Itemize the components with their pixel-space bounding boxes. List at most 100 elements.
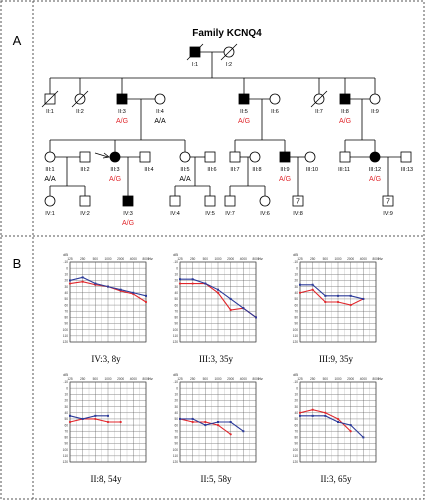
pedigree-male-affected xyxy=(116,93,128,105)
y-tick-label: 0 xyxy=(176,266,178,270)
data-point xyxy=(191,278,194,281)
series-line xyxy=(69,415,108,420)
x-tick-label: 2000 xyxy=(347,377,354,381)
individual-id: III:5 xyxy=(180,167,189,173)
data-point xyxy=(349,430,352,433)
x-tick-label: 8000 xyxy=(142,377,149,381)
individual-id: III:1 xyxy=(45,167,54,173)
data-point xyxy=(299,283,301,286)
data-point xyxy=(178,282,182,285)
proband-arrow xyxy=(94,152,109,158)
panel-a-label: A xyxy=(13,33,22,48)
x-tick-label: 8000 xyxy=(372,257,379,261)
data-point xyxy=(107,414,109,417)
y-tick-label: 40 xyxy=(174,291,178,295)
y-tick-label: 90 xyxy=(64,322,68,326)
x-tick-label: 125 xyxy=(67,377,73,381)
y-tick-label: 100 xyxy=(293,448,299,452)
y-tick-label: 30 xyxy=(64,405,68,409)
data-point xyxy=(106,420,110,424)
pedigree-male xyxy=(204,151,216,163)
y-tick-label: 80 xyxy=(64,436,68,440)
x-tick-label: 500 xyxy=(93,377,99,381)
data-point xyxy=(336,300,340,304)
pedigree-male-affected xyxy=(339,93,351,105)
individual-id: IV:7 xyxy=(225,211,235,217)
y-tick-label: 20 xyxy=(294,279,298,283)
pedigree-male xyxy=(204,195,216,207)
individual-id: III:8 xyxy=(252,167,261,173)
y-tick-label: 80 xyxy=(294,316,298,320)
y-unit-label: dB xyxy=(63,252,68,257)
data-point xyxy=(94,282,97,285)
data-point xyxy=(255,316,257,319)
data-point xyxy=(229,308,232,312)
y-tick-label: 50 xyxy=(174,417,178,421)
genotype: A/G xyxy=(279,176,291,183)
y-tick-label: 60 xyxy=(174,423,178,427)
x-tick-label: 8000 xyxy=(252,377,259,381)
y-tick-label: 40 xyxy=(294,411,298,415)
x-unit-label: Hz xyxy=(148,256,153,261)
audiogram-caption: IV:3, 8y xyxy=(91,354,121,364)
individual-id: III:9 xyxy=(280,167,289,173)
series-line xyxy=(300,284,364,300)
y-tick-label: 110 xyxy=(293,334,298,338)
audiogram-caption: II:5, 58y xyxy=(201,474,232,484)
data-point xyxy=(336,417,340,421)
pedigree-male xyxy=(224,195,236,207)
pedigree-male xyxy=(229,151,241,163)
individual-id: III:10 xyxy=(306,167,318,173)
data-point xyxy=(298,411,302,414)
x-tick-label: 250 xyxy=(80,377,86,381)
x-tick-label: 1000 xyxy=(334,257,341,261)
y-tick-label: 100 xyxy=(293,328,299,332)
deceased-mark xyxy=(220,43,238,61)
y-tick-label: 120 xyxy=(173,340,179,344)
pedigree-female xyxy=(154,93,166,105)
individual-id: IV:2 xyxy=(80,211,90,217)
pedigree-female xyxy=(179,151,191,163)
y-tick-label: 70 xyxy=(294,429,298,433)
x-unit-label: Hz xyxy=(258,256,263,261)
y-unit-label: dB xyxy=(293,252,298,257)
pedigree-male xyxy=(169,195,181,207)
y-tick-label: 20 xyxy=(64,399,68,403)
pedigree-female-affected-proband xyxy=(109,151,121,163)
x-tick-label: 250 xyxy=(310,257,316,261)
data-point xyxy=(311,283,314,286)
y-tick-label: 20 xyxy=(174,399,178,403)
y-tick-label: 30 xyxy=(174,405,178,409)
individual-id: I:1 xyxy=(192,62,198,68)
y-tick-label: -10 xyxy=(63,380,68,384)
deceased-mark xyxy=(41,90,59,108)
pedigree-sibship-symbol xyxy=(292,195,304,207)
data-point xyxy=(204,424,207,427)
genotype: A/G xyxy=(109,176,121,183)
data-point xyxy=(337,294,339,297)
y-tick-label: 10 xyxy=(174,273,178,277)
pedigree-male xyxy=(339,151,351,163)
y-tick-label: 10 xyxy=(294,273,298,277)
individual-id: IV:8 xyxy=(293,211,303,217)
y-tick-label: 100 xyxy=(63,448,69,452)
data-point xyxy=(191,417,194,420)
individual-id: II:6 xyxy=(271,109,279,115)
y-tick-label: 40 xyxy=(64,411,68,415)
pedigree-male-affected xyxy=(279,151,291,163)
audiogram-panel: 125 250 500 1000 2000 4000 8000 -10 0 10 20 30 40 50 6… xyxy=(63,252,383,484)
pedigree-female-affected xyxy=(369,151,381,163)
x-tick-label: 8000 xyxy=(142,257,149,261)
data-point xyxy=(299,414,301,417)
x-tick-label: 8000 xyxy=(372,377,379,381)
individual-id: II:2 xyxy=(76,109,84,115)
y-tick-label: 50 xyxy=(294,297,298,301)
y-tick-label: -10 xyxy=(63,260,68,264)
pedigree-title: Family KCNQ4 xyxy=(192,28,262,39)
y-tick-label: 60 xyxy=(174,303,178,307)
data-point xyxy=(191,420,194,424)
data-point xyxy=(144,300,148,304)
audiogram: 125 250 500 1000 2000 4000 8000 -10 0 10 20 30 40 50 6… xyxy=(293,372,383,484)
y-unit-label: dB xyxy=(293,372,298,377)
x-tick-label: 4000 xyxy=(240,377,247,381)
